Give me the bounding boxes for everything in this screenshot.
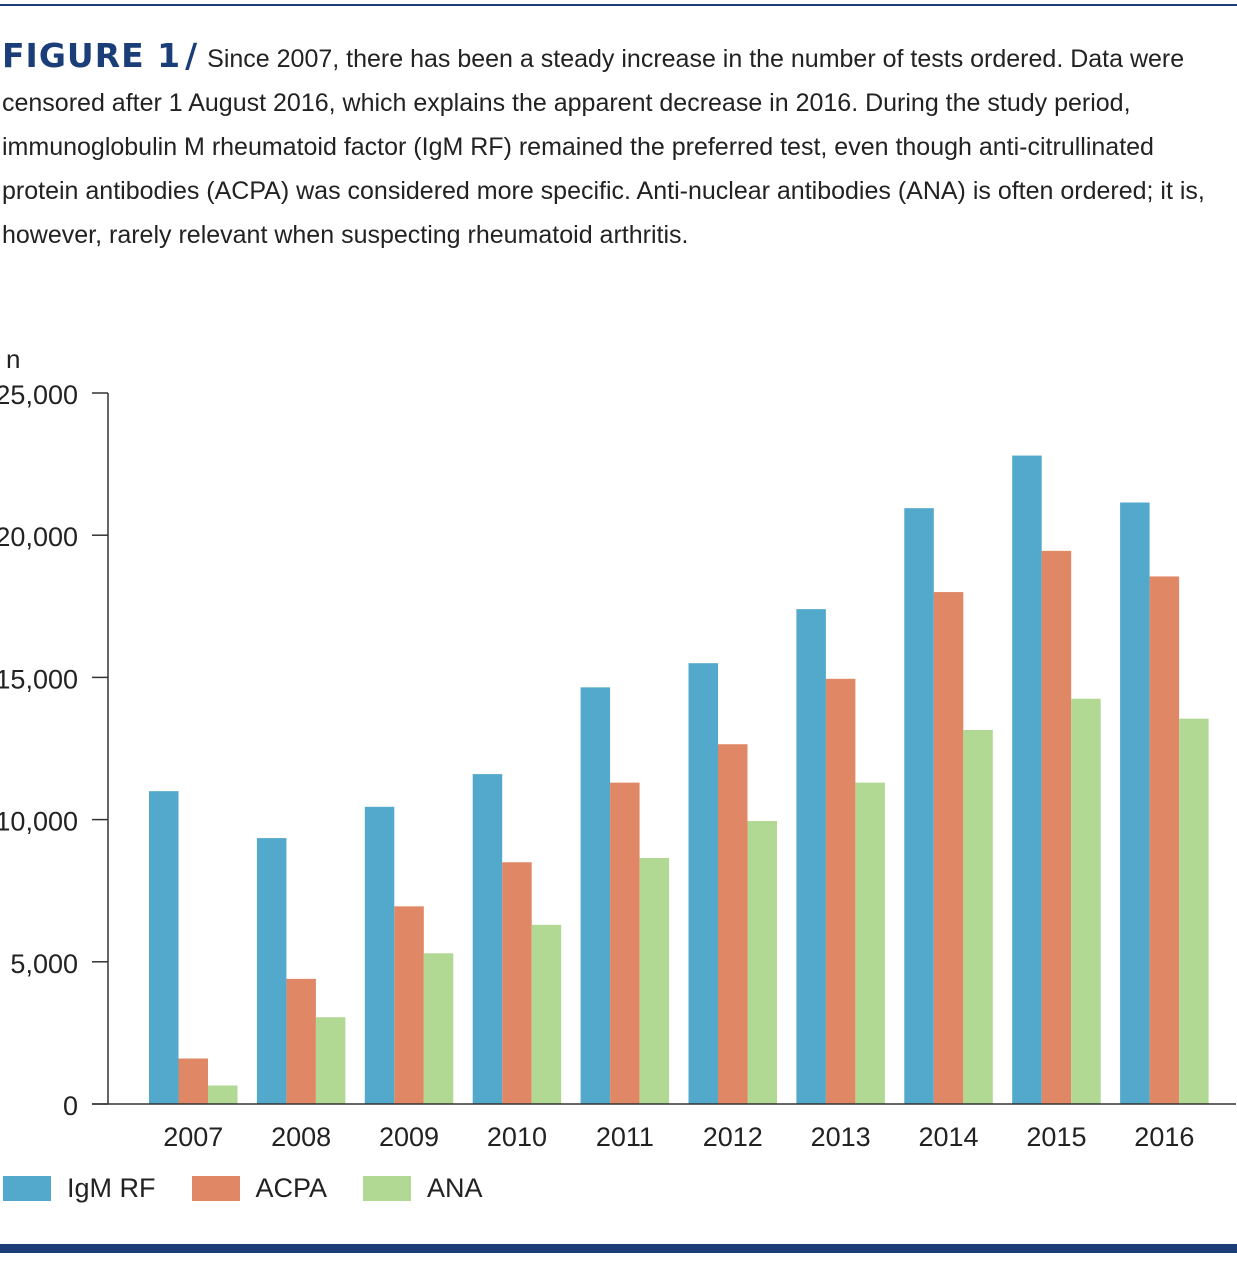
legend-item: IgM RF	[3, 1173, 156, 1204]
y-axis: 0 5,000 10,000 15,000 20,000 25,000	[0, 380, 109, 1121]
y-tick-label: 20,000	[0, 522, 78, 552]
bar	[688, 663, 718, 1104]
bar	[1179, 718, 1209, 1104]
x-tick-label: 2015	[1026, 1122, 1086, 1152]
legend-label: IgM RF	[67, 1172, 156, 1203]
caption-text: Since 2007, there has been a steady incr…	[2, 45, 1205, 249]
bar	[1041, 550, 1072, 1104]
x-tick-label: 2009	[379, 1122, 439, 1152]
figure-caption: FIGURE 1/Since 2007, there has been a st…	[2, 34, 1234, 257]
legend-label: ANA	[427, 1172, 483, 1203]
bar	[423, 953, 454, 1104]
bar	[1149, 576, 1180, 1104]
bar	[149, 791, 179, 1104]
bar	[580, 687, 611, 1104]
bar	[1012, 455, 1042, 1104]
x-tick-label: 2013	[811, 1122, 871, 1152]
x-axis: 2007 2008 2009 2010 2011 2012 2013 2014 2015 2016	[92, 1103, 1236, 1152]
figure-separator: /	[185, 36, 198, 75]
bars	[149, 455, 1209, 1104]
bottom-rule	[0, 1244, 1237, 1253]
bar	[394, 906, 424, 1104]
x-tick-label: 2007	[163, 1122, 223, 1152]
bar	[1071, 698, 1101, 1104]
x-tick-label: 2008	[271, 1122, 331, 1152]
legend-item: ACPA	[191, 1172, 328, 1204]
figure-label: FIGURE 1	[2, 36, 182, 75]
x-tick-label: 2010	[487, 1122, 547, 1152]
bar	[315, 1017, 346, 1104]
bar	[178, 1058, 208, 1104]
bar	[208, 1085, 238, 1104]
y-tick-label: 0	[63, 1091, 78, 1121]
legend-label: ACPA	[255, 1172, 328, 1203]
y-tick-label: 15,000	[0, 664, 78, 694]
y-tick-label: 5,000	[10, 949, 78, 979]
bar	[1120, 502, 1150, 1104]
bar	[963, 730, 993, 1104]
x-tick-label: 2012	[703, 1122, 763, 1152]
top-rule	[0, 4, 1237, 6]
bar	[531, 924, 562, 1104]
bar	[639, 857, 670, 1104]
bar	[747, 821, 777, 1104]
bar	[933, 592, 964, 1104]
bar	[796, 609, 826, 1104]
bar	[610, 782, 640, 1104]
legend: IgM RF ACPA ANA	[3, 1172, 519, 1204]
y-tick-label: 25,000	[0, 380, 78, 410]
bar	[286, 978, 316, 1104]
bar	[825, 678, 856, 1104]
bar	[718, 744, 748, 1104]
x-tick-label: 2016	[1134, 1122, 1194, 1152]
bar	[364, 806, 395, 1104]
x-tick-label: 2011	[596, 1122, 654, 1152]
bar	[904, 508, 934, 1104]
bar	[472, 774, 503, 1104]
x-tick-label: 2014	[919, 1122, 979, 1152]
legend-item: ANA	[363, 1173, 483, 1204]
legend-swatch	[191, 1175, 240, 1201]
legend-swatch	[363, 1175, 412, 1201]
y-axis-label: n	[6, 344, 20, 374]
bar	[855, 782, 885, 1104]
y-tick-label: 10,000	[0, 807, 78, 837]
bar	[256, 838, 287, 1104]
bar	[502, 862, 532, 1104]
legend-swatch	[3, 1175, 51, 1201]
